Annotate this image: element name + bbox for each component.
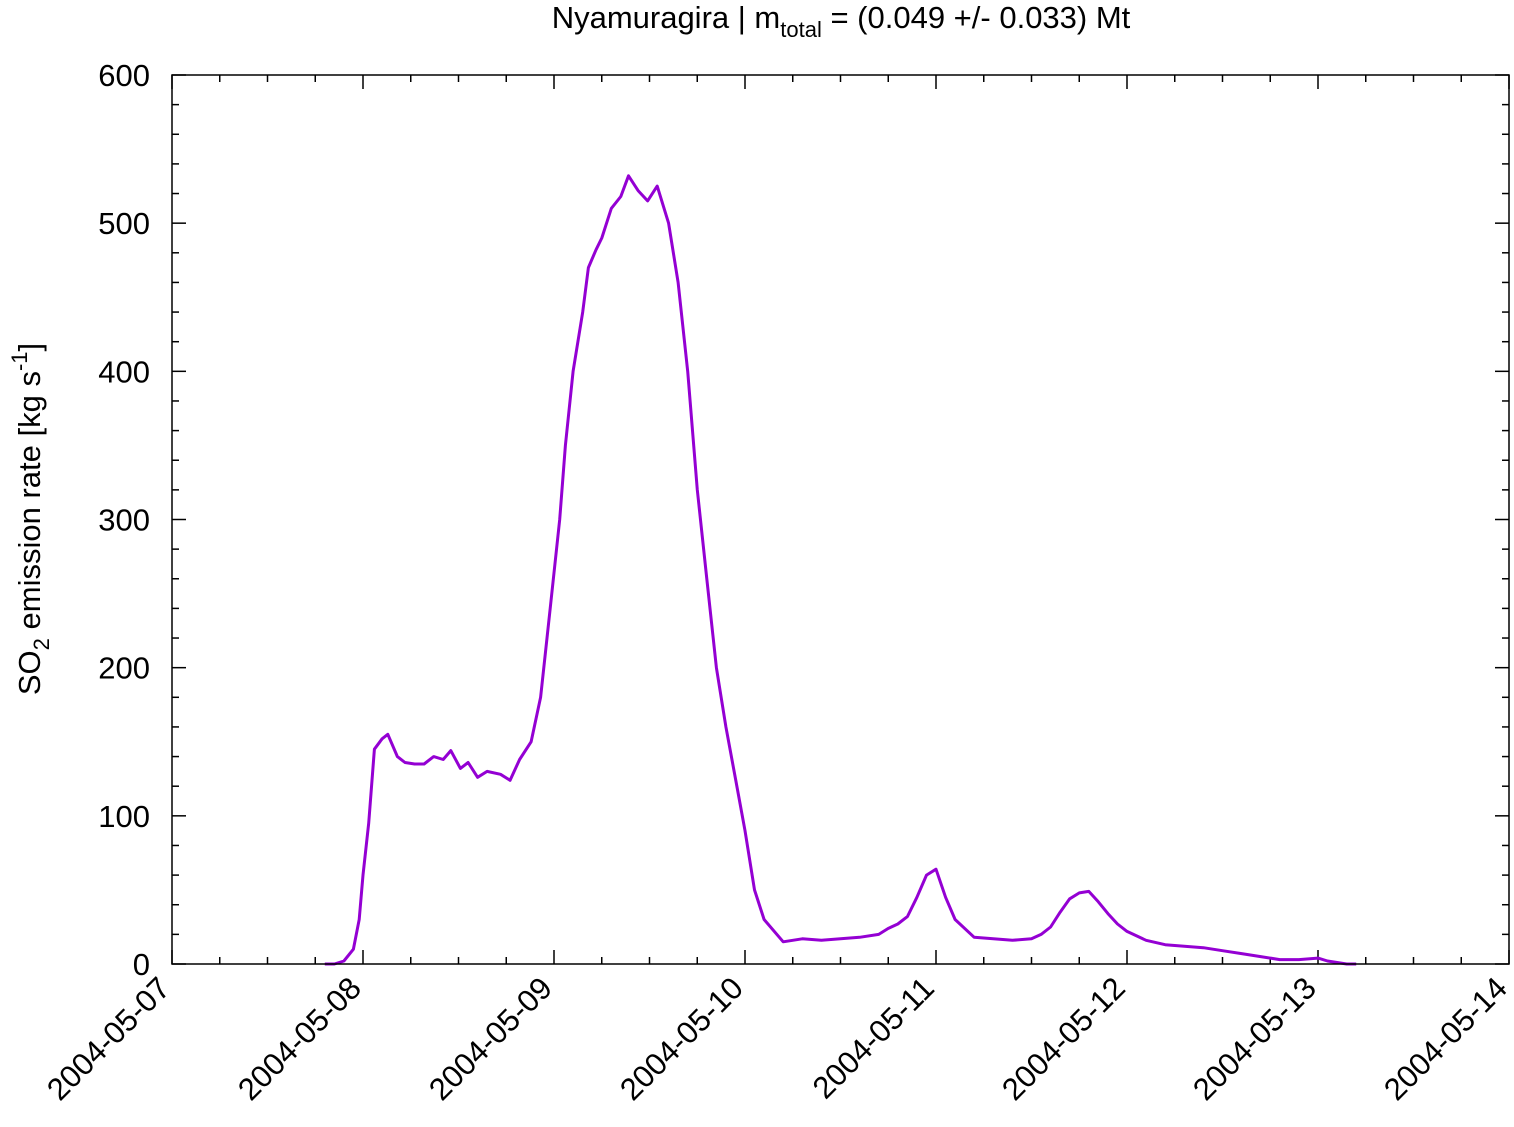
x-tick-label: 2004-05-10 (613, 970, 750, 1107)
x-tick-label: 2004-05-14 (1377, 970, 1514, 1107)
y-tick-label: 400 (98, 354, 150, 389)
y-tick-label: 100 (98, 799, 150, 834)
x-tick-label: 2004-05-11 (806, 970, 941, 1105)
y-tick-label: 300 (98, 503, 150, 538)
plot-frame (171, 74, 1510, 965)
chart-title-subscript: total (780, 17, 822, 42)
x-tick-label: 2004-05-12 (995, 970, 1132, 1107)
y-tick-label: 0 (133, 947, 150, 982)
y-tick-label: 200 (98, 651, 150, 686)
x-tick-label: 2004-05-07 (40, 970, 177, 1107)
y-axis-label-superscript: -1 (7, 351, 32, 371)
x-tick-label: 2004-05-09 (422, 970, 559, 1107)
x-tick-labels: 2004-05-07 2004-05-08 2004-05-09 2004-05-10… (40, 970, 1514, 1107)
y-tick-label: 500 (98, 206, 150, 241)
chart-title-main: Nyamuragira | m (552, 0, 781, 35)
chart-title: Nyamuragira | mtotal = (0.049 +/- 0.033)… (552, 0, 1131, 42)
y-tick-label: 600 (98, 58, 150, 93)
y-axis-label: SO2 emission rate [kg s-1] (7, 343, 54, 695)
series-line (324, 174, 1357, 966)
y-axis-label-subscript: 2 (29, 638, 54, 650)
chart-title-rest: = (0.049 +/- 0.033) Mt (822, 0, 1131, 35)
y-axis-label-c: ] (12, 343, 47, 352)
axis-ticks (171, 74, 1510, 965)
y-axis-label-a: SO (12, 650, 47, 695)
x-tick-label: 2004-05-08 (231, 970, 368, 1107)
y-tick-labels: 0 100 200 300 400 500 600 (98, 58, 150, 982)
x-tick-label: 2004-05-13 (1186, 970, 1323, 1107)
y-axis-label-b: emission rate [kg s (12, 371, 47, 638)
